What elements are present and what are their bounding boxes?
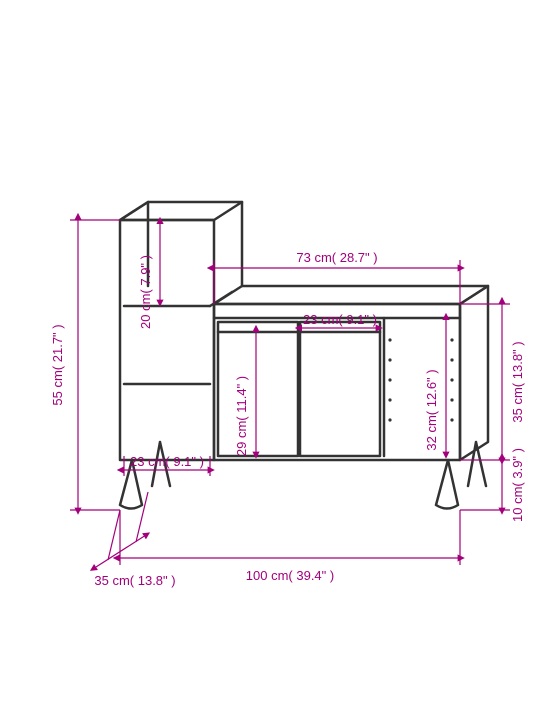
- dim-right-inner-h: 32 cm( 12.6" ): [424, 369, 439, 450]
- dim-width-total: 100 cm( 39.4" ): [246, 568, 334, 583]
- dim-inner-h: 29 cm( 11.4" ): [234, 376, 249, 456]
- dimension-diagram: 55 cm( 21.7" ) 35 cm( 13.8" ) 100 cm( 39…: [0, 0, 540, 720]
- dim-door-w: 23 cm( 9.1" ): [303, 312, 377, 327]
- dim-depth: 35 cm( 13.8" ): [94, 573, 175, 588]
- dim-leg-h: 10 cm( 3.9" ): [510, 448, 525, 522]
- dim-shelf-h: 20 cm( 7.9" ): [138, 255, 153, 329]
- dim-left-opening: 23 cm( 9.1" ): [130, 454, 204, 469]
- dim-right-35: 35 cm( 13.8" ): [510, 341, 525, 422]
- dim-top-width: 73 cm( 28.7" ): [296, 250, 377, 265]
- dim-height-total: 55 cm( 21.7" ): [50, 324, 65, 405]
